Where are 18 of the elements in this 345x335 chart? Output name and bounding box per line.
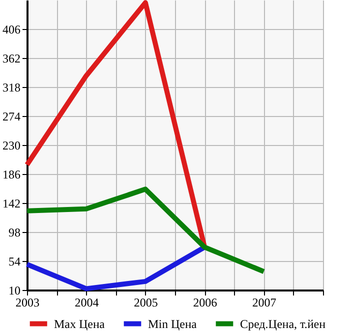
y-tick-label: 406 <box>2 22 20 36</box>
y-tick-label: 98 <box>8 226 20 240</box>
y-tick-label: 230 <box>2 138 20 152</box>
legend-label: Min Цена <box>148 316 198 331</box>
y-tick-label: 274 <box>2 110 20 124</box>
x-tick-label: 2007 <box>252 296 276 310</box>
x-tick-label: 2006 <box>193 296 218 310</box>
y-tick-label: 362 <box>2 52 20 66</box>
legend-label: Max Цена <box>54 316 106 331</box>
x-tick-label: 2005 <box>134 296 158 310</box>
y-tick-label: 10 <box>8 284 20 298</box>
legend-label: Сред.Цена, т.йен <box>240 316 326 331</box>
x-tick-label: 2003 <box>16 296 40 310</box>
y-tick-label: 142 <box>2 196 20 210</box>
y-tick-label: 318 <box>2 80 20 94</box>
y-tick-label: 54 <box>8 254 20 268</box>
y-tick-label: 186 <box>2 168 20 182</box>
x-tick-label: 2004 <box>74 296 99 310</box>
